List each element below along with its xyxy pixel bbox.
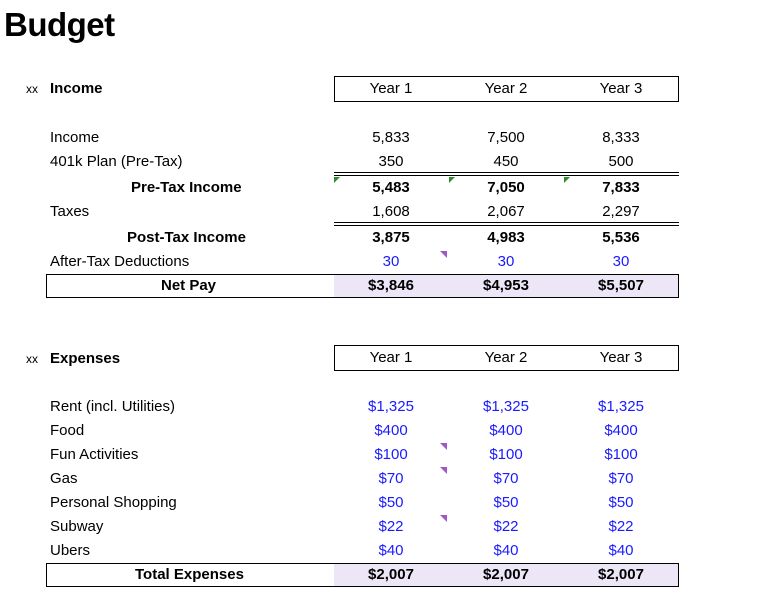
row-label-401k: 401k Plan (Pre-Tax): [50, 153, 183, 170]
cell-income-y1[interactable]: 5,833: [372, 129, 410, 146]
double-underline-bottom: [334, 175, 679, 176]
cell-rent-y1[interactable]: $1,325: [368, 398, 414, 415]
comment-flag-icon[interactable]: [440, 251, 447, 258]
error-triangle[interactable]: [564, 177, 570, 183]
row-label-food: Food: [50, 422, 85, 439]
comment-flag-icon[interactable]: [440, 443, 447, 450]
income-year3-header[interactable]: Year 3: [599, 80, 643, 97]
cell-taxes-y1[interactable]: 1,608: [372, 203, 410, 220]
income-section-label: Income: [50, 80, 103, 97]
total-expenses-shading: [334, 563, 679, 587]
row-label-net-pay: Net Pay: [161, 277, 217, 294]
cell-total-y2[interactable]: $2,007: [483, 566, 529, 583]
cell-gas-y2[interactable]: $70: [493, 470, 519, 487]
expenses-year3-header[interactable]: Year 3: [599, 349, 643, 366]
cell-posttax-y2[interactable]: 4,983: [487, 229, 525, 246]
cell-pretax-y1[interactable]: 5,483: [372, 179, 410, 196]
cell-shopping-y2[interactable]: $50: [493, 494, 519, 511]
cell-subway-y2[interactable]: $22: [493, 518, 519, 535]
row-label-taxes: Taxes: [50, 203, 90, 220]
double-underline-top: [334, 172, 679, 173]
cell-fun-y2[interactable]: $100: [489, 446, 523, 463]
cell-gas-y1[interactable]: $70: [378, 470, 404, 487]
row-label-fun: Fun Activities: [50, 446, 139, 463]
income-year1-header[interactable]: Year 1: [369, 80, 413, 97]
cell-401k-y1[interactable]: 350: [378, 153, 404, 170]
cell-rent-y2[interactable]: $1,325: [483, 398, 529, 415]
cell-fun-y1[interactable]: $100: [374, 446, 408, 463]
cell-401k-y3[interactable]: 500: [608, 153, 634, 170]
cell-fun-y3[interactable]: $100: [604, 446, 638, 463]
row-label-aftertax-deductions: After-Tax Deductions: [50, 253, 190, 270]
row-label-ubers: Ubers: [50, 542, 91, 559]
net-pay-shading: [334, 274, 679, 298]
cell-deductions-y1[interactable]: 30: [382, 253, 400, 270]
double-underline-bottom: [334, 225, 679, 226]
page-title: Budget: [4, 6, 115, 43]
row-label-gas: Gas: [50, 470, 78, 487]
income-marker: xx: [26, 82, 38, 96]
cell-posttax-y1[interactable]: 3,875: [372, 229, 410, 246]
cell-ubers-y1[interactable]: $40: [378, 542, 404, 559]
expenses-section-label: Expenses: [50, 350, 121, 367]
income-year2-header[interactable]: Year 2: [484, 80, 528, 97]
comment-flag-icon[interactable]: [440, 515, 447, 522]
row-label-total-expenses: Total Expenses: [135, 566, 244, 583]
cell-taxes-y2[interactable]: 2,067: [487, 203, 525, 220]
cell-ubers-y2[interactable]: $40: [493, 542, 519, 559]
cell-pretax-y2[interactable]: 7,050: [487, 179, 525, 196]
cell-netpay-y1[interactable]: $3,846: [368, 277, 414, 294]
income-year-header: [334, 76, 679, 102]
total-expenses-row: [46, 563, 679, 587]
row-label-income: Income: [50, 129, 100, 146]
row-label-posttax-income: Post-Tax Income: [127, 229, 246, 246]
net-pay-row: [46, 274, 679, 298]
row-label-shopping: Personal Shopping: [50, 494, 177, 511]
expenses-year2-header[interactable]: Year 2: [484, 349, 528, 366]
cell-ubers-y3[interactable]: $40: [608, 542, 634, 559]
cell-subway-y3[interactable]: $22: [608, 518, 634, 535]
cell-total-y3[interactable]: $2,007: [598, 566, 644, 583]
cell-food-y1[interactable]: $400: [374, 422, 408, 439]
cell-food-y3[interactable]: $400: [604, 422, 638, 439]
row-label-rent: Rent (incl. Utilities): [50, 398, 176, 415]
cell-rent-y3[interactable]: $1,325: [598, 398, 644, 415]
cell-subway-y1[interactable]: $22: [378, 518, 404, 535]
cell-posttax-y3[interactable]: 5,536: [602, 229, 640, 246]
cell-food-y2[interactable]: $400: [489, 422, 523, 439]
cell-401k-y2[interactable]: 450: [493, 153, 519, 170]
row-label-subway: Subway: [50, 518, 104, 535]
cell-deductions-y2[interactable]: 30: [497, 253, 515, 270]
cell-income-y3[interactable]: 8,333: [602, 129, 640, 146]
error-triangle[interactable]: [449, 177, 455, 183]
cell-shopping-y1[interactable]: $50: [378, 494, 404, 511]
cell-netpay-y2[interactable]: $4,953: [483, 277, 529, 294]
expenses-marker: xx: [26, 352, 38, 366]
cell-pretax-y3[interactable]: 7,833: [602, 179, 640, 196]
comment-flag-icon[interactable]: [440, 467, 447, 474]
double-underline-top: [334, 222, 679, 223]
cell-shopping-y3[interactable]: $50: [608, 494, 634, 511]
cell-netpay-y3[interactable]: $5,507: [598, 277, 644, 294]
cell-gas-y3[interactable]: $70: [608, 470, 634, 487]
cell-deductions-y3[interactable]: 30: [612, 253, 630, 270]
error-triangle[interactable]: [334, 177, 340, 183]
cell-taxes-y3[interactable]: 2,297: [602, 203, 640, 220]
cell-income-y2[interactable]: 7,500: [487, 129, 525, 146]
expenses-year1-header[interactable]: Year 1: [369, 349, 413, 366]
cell-total-y1[interactable]: $2,007: [368, 566, 414, 583]
row-label-pretax-income: Pre-Tax Income: [131, 179, 242, 196]
expenses-year-header: [334, 345, 679, 371]
